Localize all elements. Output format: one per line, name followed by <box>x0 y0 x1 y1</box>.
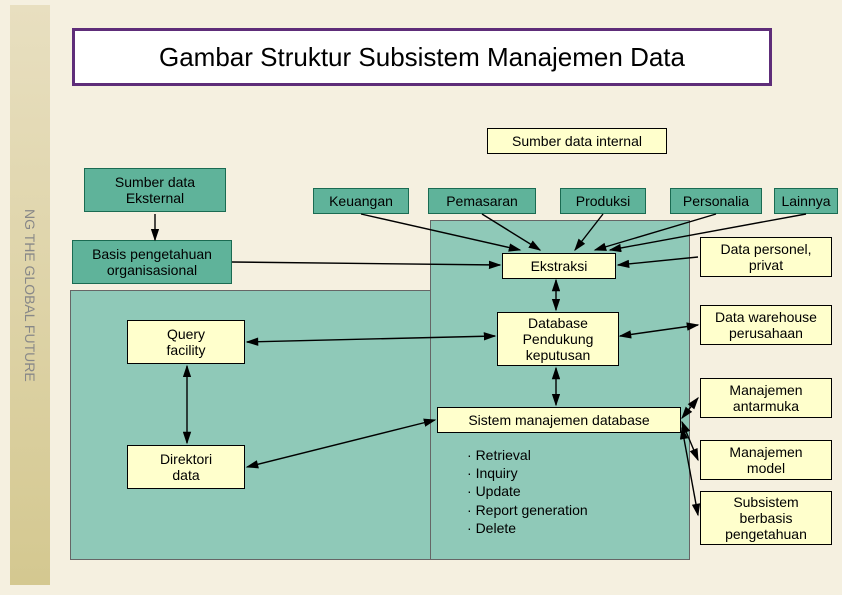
function-item: Retrieval <box>467 446 588 464</box>
box-personalia: Personalia <box>670 188 762 214</box>
title-text: Gambar Struktur Subsistem Manajemen Data <box>159 42 685 73</box>
box-personel: Data personel, privat <box>700 237 832 277</box>
box-ekstraksi: Ekstraksi <box>502 253 616 279</box>
box-keuangan: Keuangan <box>313 188 409 214</box>
function-list: RetrievalInquiryUpdateReport generationD… <box>467 446 588 537</box>
title: Gambar Struktur Subsistem Manajemen Data <box>72 28 772 86</box>
box-warehouse: Data warehouse perusahaan <box>700 305 832 345</box>
box-internal_header: Sumber data internal <box>487 128 667 154</box>
function-item: Inquiry <box>467 464 588 482</box>
box-query: Query facility <box>127 320 245 364</box>
box-model: Manajemen model <box>700 440 832 480</box>
box-antarmuka: Manajemen antarmuka <box>700 378 832 418</box>
box-direktori: Direktori data <box>127 445 245 489</box>
decorative-strip: NG THE GLOBAL FUTURE <box>10 5 50 585</box>
function-item: Update <box>467 482 588 500</box>
function-item: Delete <box>467 519 588 537</box>
box-lainnya: Lainnya <box>774 188 838 214</box>
box-subsistem: Subsistem berbasis pengetahuan <box>700 491 832 545</box>
box-basis: Basis pengetahuan organisasional <box>72 240 232 284</box>
box-produksi: Produksi <box>560 188 646 214</box>
box-db_pendukung: Database Pendukung keputusan <box>497 312 619 366</box>
function-item: Report generation <box>467 501 588 519</box>
teal-region <box>70 290 440 560</box>
box-external: Sumber data Eksternal <box>84 168 226 212</box>
box-smd: Sistem manajemen database <box>437 407 681 433</box>
box-pemasaran: Pemasaran <box>428 188 536 214</box>
